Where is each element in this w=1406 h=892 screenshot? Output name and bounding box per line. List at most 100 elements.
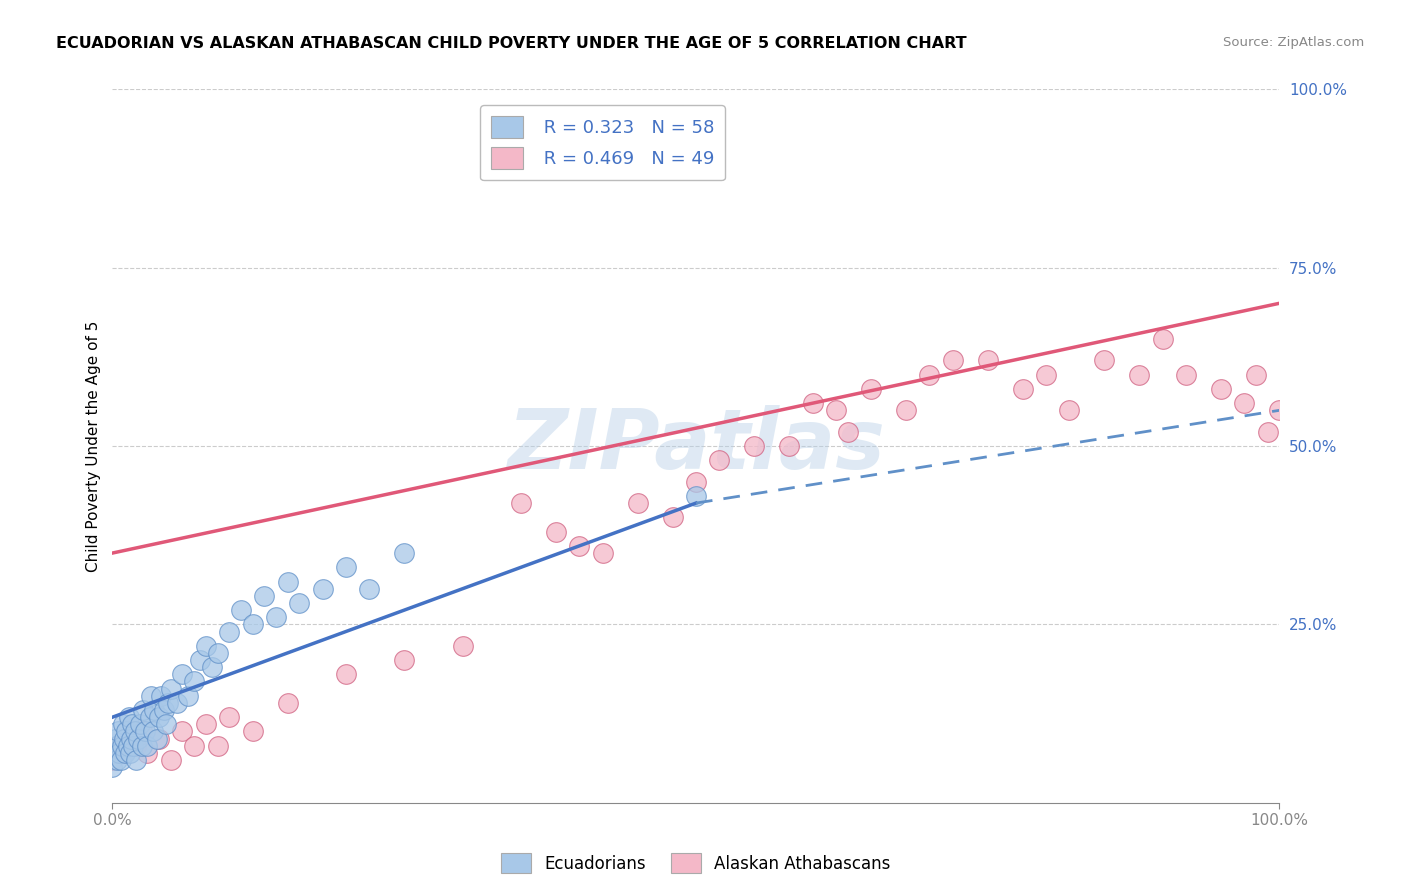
Point — [160, 753, 183, 767]
Point — [105, 753, 128, 767]
Point — [242, 617, 264, 632]
Point — [1268, 403, 1291, 417]
Point — [1035, 368, 1057, 382]
Point — [264, 610, 287, 624]
Point — [107, 724, 129, 739]
Point — [121, 717, 143, 731]
Y-axis label: Child Poverty Under the Age of 5: Child Poverty Under the Age of 5 — [86, 320, 101, 572]
Point — [129, 717, 152, 731]
Point — [592, 546, 614, 560]
Point — [115, 724, 138, 739]
Point — [359, 582, 381, 596]
Point — [894, 403, 917, 417]
Point — [207, 739, 229, 753]
Point — [101, 760, 124, 774]
Point — [131, 724, 153, 739]
Point — [136, 739, 159, 753]
Point — [139, 710, 162, 724]
Point — [112, 746, 135, 760]
Point — [139, 689, 162, 703]
Point — [942, 353, 965, 368]
Point — [127, 731, 149, 746]
Point — [172, 724, 194, 739]
Point — [166, 696, 188, 710]
Point — [148, 710, 170, 724]
Point — [148, 731, 170, 746]
Point — [709, 453, 731, 467]
Point — [134, 724, 156, 739]
Point — [1059, 403, 1081, 417]
Point — [118, 731, 141, 746]
Point — [392, 653, 416, 667]
Point — [104, 739, 127, 753]
Point — [1175, 368, 1198, 382]
Point — [685, 489, 707, 503]
Point — [544, 524, 567, 539]
Point — [117, 739, 139, 753]
Point — [1152, 332, 1174, 346]
Point — [107, 739, 129, 753]
Point — [157, 696, 180, 710]
Point — [627, 496, 650, 510]
Point — [150, 689, 173, 703]
Point — [124, 724, 146, 739]
Point — [172, 667, 194, 681]
Point — [392, 546, 416, 560]
Point — [155, 717, 177, 731]
Point — [183, 674, 205, 689]
Point — [132, 703, 155, 717]
Point — [311, 582, 333, 596]
Point — [120, 731, 142, 746]
Point — [1257, 425, 1279, 439]
Point — [103, 746, 125, 760]
Point — [142, 724, 165, 739]
Point — [104, 731, 127, 746]
Point — [218, 710, 240, 724]
Point — [143, 703, 166, 717]
Point — [685, 475, 707, 489]
Point — [276, 574, 298, 589]
Text: ZIPatlas: ZIPatlas — [508, 406, 884, 486]
Point — [118, 746, 141, 760]
Point — [125, 753, 148, 767]
Point — [201, 660, 224, 674]
Point — [1092, 353, 1115, 368]
Point — [918, 368, 941, 382]
Point — [1209, 382, 1232, 396]
Point — [146, 731, 169, 746]
Point — [335, 560, 357, 574]
Point — [778, 439, 800, 453]
Point — [194, 717, 217, 731]
Point — [112, 731, 135, 746]
Point — [568, 539, 591, 553]
Point — [177, 689, 200, 703]
Point — [218, 624, 240, 639]
Point — [125, 739, 148, 753]
Point — [742, 439, 765, 453]
Point — [207, 646, 229, 660]
Text: ECUADORIAN VS ALASKAN ATHABASCAN CHILD POVERTY UNDER THE AGE OF 5 CORRELATION CH: ECUADORIAN VS ALASKAN ATHABASCAN CHILD P… — [56, 36, 967, 51]
Point — [136, 746, 159, 760]
Point — [801, 396, 824, 410]
Point — [825, 403, 848, 417]
Point — [110, 753, 132, 767]
Point — [183, 739, 205, 753]
Point — [288, 596, 311, 610]
Point — [1011, 382, 1033, 396]
Point — [253, 589, 276, 603]
Point — [118, 710, 141, 724]
Point — [111, 717, 134, 731]
Point — [1244, 368, 1267, 382]
Point — [108, 746, 131, 760]
Point — [276, 696, 298, 710]
Point — [242, 724, 264, 739]
Point — [114, 746, 136, 760]
Point — [131, 739, 153, 753]
Point — [194, 639, 217, 653]
Point — [101, 753, 124, 767]
Point — [976, 353, 998, 368]
Point — [188, 653, 211, 667]
Point — [1233, 396, 1256, 410]
Point — [661, 510, 683, 524]
Point — [837, 425, 859, 439]
